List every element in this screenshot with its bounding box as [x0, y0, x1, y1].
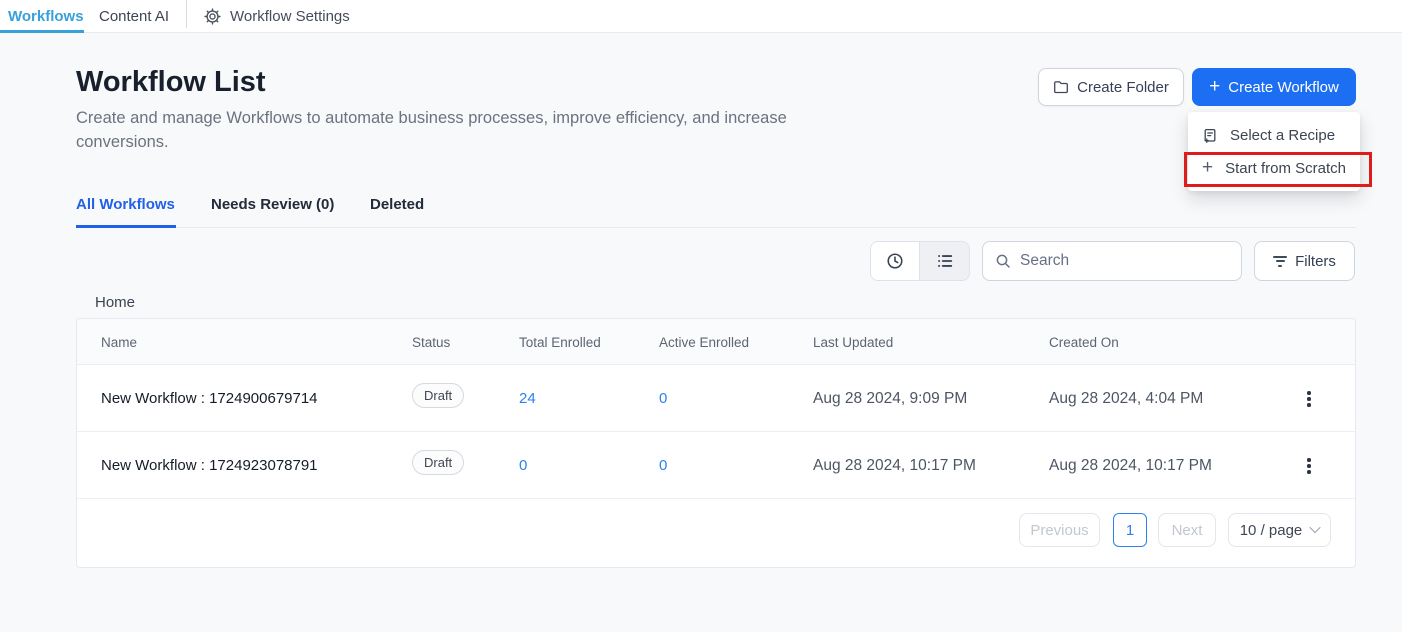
create-workflow-label: Create Workflow	[1228, 78, 1339, 96]
created-on-value: Aug 28 2024, 10:17 PM	[1049, 457, 1212, 474]
pagination-previous-button[interactable]: Previous	[1019, 513, 1100, 547]
create-folder-label: Create Folder	[1077, 78, 1169, 96]
start-from-scratch-label: Start from Scratch	[1225, 160, 1346, 177]
menu-item-start-from-scratch[interactable]: + Start from Scratch	[1188, 152, 1360, 185]
plus-icon: +	[1209, 75, 1221, 97]
page-title: Workflow List	[76, 66, 266, 98]
create-workflow-dropdown: Select a Recipe + Start from Scratch	[1188, 112, 1360, 191]
created-on-value: Aug 28 2024, 4:04 PM	[1049, 390, 1204, 407]
filter-icon	[1273, 255, 1288, 267]
tab-needs-review[interactable]: Needs Review (0)	[211, 196, 335, 213]
list-icon	[936, 252, 954, 270]
column-header-active-enrolled: Active Enrolled	[659, 335, 750, 350]
clock-icon	[886, 252, 904, 270]
nav-settings-label: Workflow Settings	[230, 7, 350, 25]
column-header-total-enrolled: Total Enrolled	[519, 335, 601, 350]
select-a-recipe-label: Select a Recipe	[1230, 127, 1336, 144]
nav-divider	[186, 0, 187, 28]
tab-all-workflows[interactable]: All Workflows	[76, 196, 175, 213]
top-navigation: Workflows Content AI Workflow Settings	[0, 0, 1402, 33]
tab-deleted[interactable]: Deleted	[370, 196, 425, 213]
plus-icon: +	[1202, 157, 1214, 178]
column-header-name: Name	[101, 335, 138, 350]
last-updated-value: Aug 28 2024, 9:09 PM	[813, 390, 968, 407]
last-updated-value: Aug 28 2024, 10:17 PM	[813, 457, 976, 474]
tabs-bottom-border	[76, 227, 1356, 228]
total-enrolled-link[interactable]: 24	[519, 390, 536, 407]
menu-item-select-a-recipe[interactable]: Select a Recipe	[1188, 119, 1360, 152]
status-badge: Draft	[412, 383, 465, 408]
row-actions-kebab-icon[interactable]	[1301, 389, 1317, 409]
pagination-current-page[interactable]: 1	[1113, 513, 1147, 547]
pagination-next-button[interactable]: Next	[1158, 513, 1216, 547]
workflow-name[interactable]: New Workflow : 1724923078791	[101, 457, 318, 474]
breadcrumb-home[interactable]: Home	[95, 294, 136, 311]
table-row[interactable]: New Workflow : 1724923078791 Draft 0 0 A…	[77, 432, 1355, 499]
active-enrolled-link[interactable]: 0	[659, 390, 668, 407]
workflow-name[interactable]: New Workflow : 1724900679714	[101, 390, 318, 407]
column-header-status: Status	[412, 335, 451, 350]
active-enrolled-link[interactable]: 0	[659, 457, 668, 474]
view-toggle-group	[870, 241, 970, 281]
nav-tab-workflows[interactable]: Workflows	[8, 7, 84, 25]
gear-icon	[204, 7, 221, 25]
create-workflow-button[interactable]: + Create Workflow	[1192, 68, 1356, 106]
table-header-row: Name Status Total Enrolled Active Enroll…	[77, 319, 1355, 365]
chevron-down-icon	[1309, 521, 1321, 533]
nav-active-underline	[0, 30, 84, 33]
status-badge: Draft	[412, 450, 465, 475]
table-row[interactable]: New Workflow : 1724900679714 Draft 24 0 …	[77, 365, 1355, 432]
create-folder-button[interactable]: Create Folder	[1038, 68, 1184, 106]
folder-icon	[1053, 79, 1069, 95]
filters-button[interactable]: Filters	[1254, 241, 1355, 281]
search-box	[982, 241, 1242, 281]
nav-tab-content-ai[interactable]: Content AI	[99, 7, 170, 25]
page-size-label: 10 / page	[1239, 521, 1303, 539]
tab-active-underline	[76, 225, 176, 228]
column-header-last-updated: Last Updated	[813, 335, 894, 350]
total-enrolled-link[interactable]: 0	[519, 457, 528, 474]
page-size-select[interactable]: 10 / page	[1228, 513, 1331, 547]
list-view-button[interactable]	[920, 242, 969, 280]
history-view-button[interactable]	[871, 242, 921, 280]
search-input[interactable]	[1020, 252, 1229, 270]
nav-tab-workflow-settings[interactable]: Workflow Settings	[204, 0, 350, 32]
row-actions-kebab-icon[interactable]	[1301, 456, 1317, 476]
filters-label: Filters	[1295, 252, 1336, 270]
column-header-created-on: Created On	[1049, 335, 1119, 350]
recipe-icon	[1202, 128, 1218, 144]
page-subtitle: Create and manage Workflows to automate …	[76, 109, 787, 151]
search-icon	[995, 253, 1011, 269]
